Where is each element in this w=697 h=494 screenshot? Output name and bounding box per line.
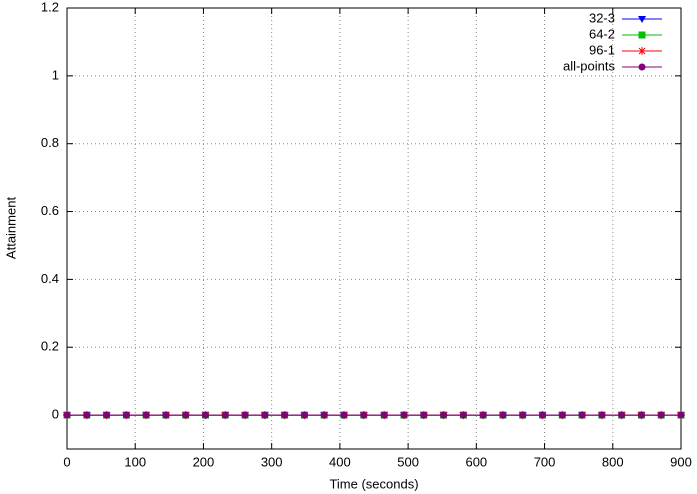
x-tick-label: 500 [397,454,419,469]
x-tick-label: 800 [602,454,624,469]
marker [300,411,308,419]
marker [677,411,685,419]
y-tick-label: 0 [52,407,59,422]
marker [657,411,665,419]
x-tick-label: 900 [670,454,692,469]
y-tick-label: 0.8 [41,135,59,150]
marker [420,411,428,419]
legend-marker [638,16,646,23]
marker [83,411,91,419]
marker [340,411,348,419]
y-tick-label: 0.6 [41,203,59,218]
marker [380,411,388,419]
legend-label: 64-2 [589,26,615,41]
x-tick-label: 100 [124,454,146,469]
marker [598,411,606,419]
marker [440,411,448,419]
y-tick-label: 0.4 [41,271,59,286]
x-axis-label: Time (seconds) [329,476,418,491]
x-tick-label: 0 [63,454,70,469]
legend-marker [638,63,646,71]
marker [400,411,408,419]
marker [360,411,368,419]
marker [618,411,626,419]
x-tick-label: 200 [193,454,215,469]
marker [479,411,487,419]
marker [221,411,229,419]
marker [637,411,645,419]
x-tick-label: 700 [534,454,556,469]
x-tick-label: 600 [465,454,487,469]
marker [63,411,71,419]
marker [122,411,130,419]
x-tick-label: 400 [329,454,351,469]
legend-marker [638,31,646,39]
plot-frame [66,7,682,450]
marker [539,411,547,419]
legend-label: all-points [563,58,616,73]
marker [499,411,507,419]
marker [320,411,328,419]
y-tick-label: 1 [52,67,59,82]
marker [182,411,190,419]
marker [261,411,269,419]
marker [558,411,566,419]
marker [519,411,527,419]
legend-label: 96-1 [589,42,615,57]
marker [201,411,209,419]
marker [142,411,150,419]
y-tick-label: 0.2 [41,339,59,354]
x-tick-label: 300 [261,454,283,469]
legend-marker [638,47,646,55]
y-axis-label: Attainment [3,197,18,260]
marker [459,411,467,419]
marker [281,411,289,419]
marker [578,411,586,419]
marker [103,411,111,419]
marker [162,411,170,419]
legend-label: 32-3 [589,10,615,25]
y-tick-label: 1.2 [41,0,59,14]
marker [241,411,249,419]
